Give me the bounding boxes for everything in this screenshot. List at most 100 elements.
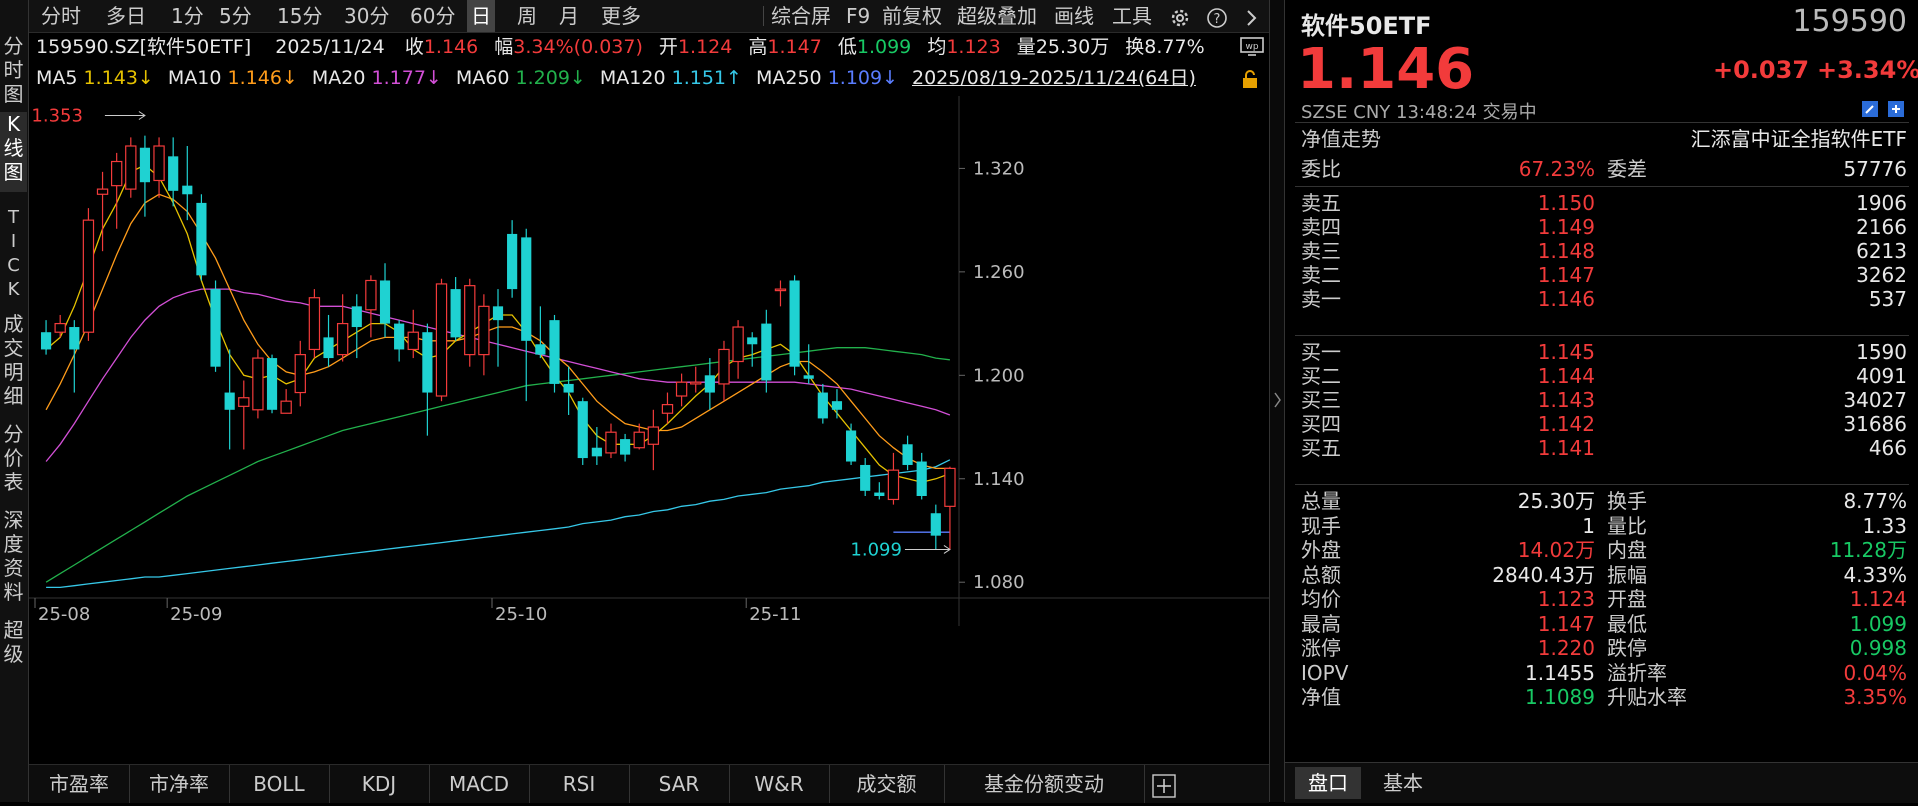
- indicator-wr[interactable]: W&R: [729, 765, 830, 803]
- close-label: 收: [404, 36, 424, 58]
- candle-body-up: [252, 357, 264, 411]
- x-tick-label: 25-11: [749, 604, 801, 625]
- tools-button[interactable]: 工具: [1112, 4, 1152, 28]
- period-month[interactable]: 月: [559, 4, 579, 28]
- help-icon[interactable]: ?: [1206, 0, 1228, 32]
- price-change: +0.037: [1713, 56, 1810, 84]
- expand-icon[interactable]: [1887, 100, 1905, 122]
- ask-level-label: 卖三: [1301, 239, 1341, 263]
- candle-body-down: [563, 383, 574, 393]
- candle-body-up: [280, 400, 292, 414]
- tab-order-book[interactable]: 盘口: [1295, 767, 1361, 799]
- date-range[interactable]: 2025/08/19-2025/11/24(64日): [912, 67, 1196, 89]
- quote-date: 2025/11/24: [275, 36, 385, 58]
- stat-value: 14.02万: [1517, 538, 1595, 562]
- add-indicator-icon[interactable]: [1144, 765, 1184, 803]
- candle-body-down: [196, 202, 207, 276]
- indicator-boll[interactable]: BOLL: [229, 765, 330, 803]
- bid-row[interactable]: 买二 1.144 4091: [1301, 361, 1907, 391]
- candle-body-down: [492, 306, 504, 321]
- period-intraday[interactable]: 分时: [41, 4, 81, 28]
- candle-body-down: [747, 337, 758, 345]
- ask-row[interactable]: 卖四 1.149 2166: [1301, 212, 1907, 242]
- edit-icon[interactable]: [1861, 100, 1879, 122]
- period-60min[interactable]: 60分: [410, 4, 456, 28]
- super-overlay-button[interactable]: 超级叠加: [957, 4, 1037, 28]
- tab-price-distribution[interactable]: 分价表: [3, 422, 24, 494]
- ma5-label: MA5: [36, 67, 78, 89]
- period-week[interactable]: 周: [517, 4, 537, 28]
- period-day[interactable]: 日: [467, 0, 495, 32]
- stat-value: 8.77%: [1843, 489, 1907, 513]
- y-tick-label: 1.140: [973, 469, 1025, 490]
- low-label: 低: [837, 36, 857, 58]
- bid-volume: 1590: [1856, 340, 1907, 364]
- tab-trade-details[interactable]: 成交明细: [3, 312, 24, 408]
- bid-row[interactable]: 买一 1.145 1590: [1301, 337, 1907, 367]
- period-1min[interactable]: 1分: [171, 4, 204, 28]
- divider-line: [1295, 122, 1909, 123]
- low-marker-label: 1.099: [850, 539, 902, 560]
- nav-trend-row[interactable]: 净值走势 汇添富中证全指软件ETF: [1301, 124, 1907, 154]
- quote-info-line: 159590.SZ[软件50ETF] 2025/11/24 收1.146 幅3.…: [36, 33, 1205, 61]
- indicator-kdj[interactable]: KDJ: [329, 765, 430, 803]
- ask-price: 1.147: [1537, 263, 1595, 287]
- indicator-macd[interactable]: MACD: [429, 765, 530, 803]
- chevron-right-icon[interactable]: [1245, 0, 1259, 32]
- period-5min[interactable]: 5分: [219, 4, 252, 28]
- bid-price: 1.145: [1537, 340, 1595, 364]
- x-tick-label: 25-09: [170, 604, 222, 625]
- stat-row: 总额 2840.43万 振幅 4.33%: [1301, 560, 1907, 590]
- security-code: 159590.SZ[软件50ETF]: [36, 36, 252, 58]
- exchange-status-line: SZSE CNY 13:48:24 交易中: [1301, 102, 1537, 123]
- tab-depth-data[interactable]: 深度资料: [3, 508, 24, 604]
- ask-row[interactable]: 卖三 1.148 6213: [1301, 236, 1907, 266]
- period-30min[interactable]: 30分: [344, 4, 390, 28]
- candle-body-down: [591, 447, 602, 457]
- lock-icon[interactable]: [1240, 68, 1260, 94]
- period-15min[interactable]: 15分: [277, 4, 323, 28]
- indicator-sar[interactable]: SAR: [629, 765, 730, 803]
- stat-label: 最低: [1607, 611, 1647, 636]
- forward-adjust-button[interactable]: 前复权: [882, 4, 942, 28]
- f9-button[interactable]: F9: [846, 4, 871, 28]
- indicator-fund-share-change[interactable]: 基金份额变动: [944, 765, 1145, 803]
- indicator-turnover-amount[interactable]: 成交额: [829, 765, 945, 803]
- tab-basic[interactable]: 基本: [1383, 771, 1423, 795]
- period-multi-day[interactable]: 多日: [106, 4, 146, 28]
- change-label: 幅: [494, 36, 514, 58]
- indicator-pe[interactable]: 市盈率: [29, 765, 130, 803]
- gear-icon[interactable]: [1169, 0, 1191, 32]
- candle-body-down: [761, 323, 772, 381]
- weibi-label: 委比: [1301, 157, 1341, 181]
- tab-super[interactable]: 超级: [3, 618, 24, 666]
- ask-row[interactable]: 卖二 1.147 3262: [1301, 260, 1907, 290]
- divider-line: [1295, 186, 1909, 187]
- stat-row: 现手 1 量比 1.33: [1301, 511, 1907, 541]
- stat-value: 1: [1582, 513, 1595, 538]
- bid-row[interactable]: 买五 1.141 466: [1301, 433, 1907, 463]
- kline-chart[interactable]: 1.320 1.260 1.200 1.140 1.080 25-08 25-09 25-10…: [29, 96, 1269, 736]
- bid-row[interactable]: 买三 1.143 34027: [1301, 385, 1907, 415]
- volume-label: 量: [1016, 36, 1036, 58]
- quote-panel: 软件50ETF 159590 1.146 +0.037 +3.34% SZSE …: [1284, 0, 1918, 803]
- indicator-pb[interactable]: 市净率: [129, 765, 230, 803]
- candle-body-down: [860, 464, 871, 491]
- draw-line-button[interactable]: 画线: [1054, 4, 1094, 28]
- period-more[interactable]: 更多: [601, 4, 641, 28]
- bid-row[interactable]: 买四 1.142 31686: [1301, 409, 1907, 439]
- stat-row: 涨停 1.220 跌停 0.998: [1301, 633, 1907, 663]
- tab-intraday[interactable]: 分时图: [3, 34, 24, 106]
- panel-divider[interactable]: [1269, 0, 1285, 802]
- ask-row[interactable]: 卖一 1.146 537: [1301, 284, 1907, 314]
- ma60-label: MA60: [455, 67, 510, 89]
- change-value: 3.34%(0.037): [513, 36, 643, 58]
- composite-screen-button[interactable]: 综合屏: [771, 4, 831, 28]
- candle-body-up: [125, 145, 137, 190]
- indicator-rsi[interactable]: RSI: [529, 765, 630, 803]
- wp-icon[interactable]: wp: [1240, 36, 1264, 62]
- stat-value: 1.33: [1862, 513, 1907, 538]
- ask-row[interactable]: 卖五 1.150 1906: [1301, 188, 1907, 218]
